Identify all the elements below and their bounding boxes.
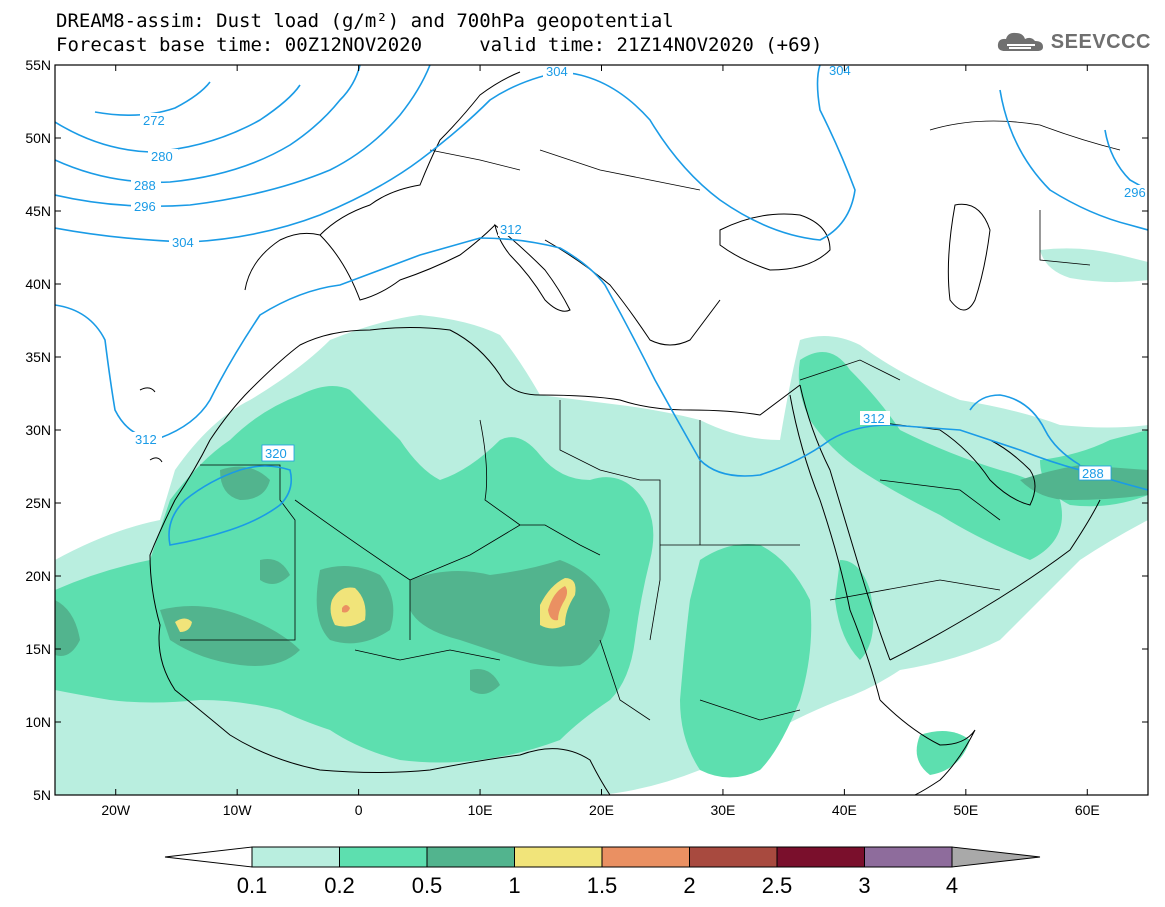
lat-tick-label: 25N [25,495,51,511]
map-area: 272 280 288 296 304 304 304 312 320 312 … [55,63,1148,795]
colorbar-level-label: 0.2 [324,873,355,898]
geopotential-contours [55,65,1148,546]
contour-label: 304 [172,235,194,250]
colorbar: 0.1 0.2 0.5 1 1.5 2 2.5 3 4 [164,846,1041,898]
lat-tick-label: 20N [25,568,51,584]
colorbar-level-label: 0.1 [237,873,268,898]
contour-label: 296 [134,199,156,214]
coastlines [139,71,1101,795]
contour-label: 312 [135,432,157,447]
lon-tick-label: 0 [355,802,363,818]
contour-label: 280 [151,149,173,164]
colorbar-segment [251,846,340,868]
colorbar-segment [776,846,865,868]
colorbar-level-label: 0.5 [412,873,443,898]
colorbar-segment [864,846,953,868]
logo-text: SEEVCCC [1050,30,1151,53]
colorbar-right-arrow [951,846,1041,868]
colorbar-segment [514,846,603,868]
longitude-axis: 20W 10W 0 10E 20E 30E 40E 50E 60E [101,65,1100,818]
contour-label: 288 [1082,466,1104,481]
lat-tick-label: 45N [25,203,51,219]
lon-tick-label: 60E [1075,802,1100,818]
contour-label: 288 [134,178,156,193]
lat-tick-label: 5N [33,787,51,803]
lon-tick-label: 20E [589,802,614,818]
seevccc-logo: SEEVCCC [995,28,1151,56]
contour-label: 312 [500,222,522,237]
colorbar-level-label: 2.5 [762,873,793,898]
lat-tick-label: 15N [25,641,51,657]
contour-label: 304 [546,64,568,79]
lon-tick-label: 20W [101,802,131,818]
lat-tick-label: 35N [25,349,51,365]
contour-label: 312 [863,411,885,426]
lon-tick-label: 10W [223,802,253,818]
colorbar-segment [689,846,778,868]
colorbar-segment [601,846,690,868]
lat-tick-label: 50N [25,130,51,146]
colorbar-level-label: 1 [508,873,520,898]
map-title: DREAM8-assim: Dust load (g/m²) and 700hP… [56,10,674,32]
lat-tick-label: 40N [25,276,51,292]
colorbar-level-label: 1.5 [587,873,618,898]
lat-tick-label: 10N [25,714,51,730]
lat-tick-label: 55N [25,57,51,73]
colorbar-left-arrow [164,846,253,868]
contour-label-group: 272 280 288 296 304 304 304 312 320 312 … [131,63,1148,481]
cloud-logo-icon [997,32,1043,51]
lon-tick-label: 30E [710,802,735,818]
colorbar-segment [339,846,428,868]
lon-tick-label: 50E [953,802,978,818]
colorbar-level-label: 2 [683,873,695,898]
country-borders [180,120,1121,721]
contour-label: 272 [143,113,165,128]
contour-label: 296 [1124,185,1146,200]
colorbar-level-label: 4 [946,873,958,898]
forecast-time-info: Forecast base time: 00Z12NOV2020 valid t… [56,34,823,56]
contour-label: 320 [265,446,287,461]
colorbar-level-label: 3 [858,873,870,898]
colorbar-segment [426,846,515,868]
contour-label: 304 [829,63,851,78]
lon-tick-label: 40E [832,802,857,818]
lat-tick-label: 30N [25,422,51,438]
dust-level-15 [342,586,568,621]
lon-tick-label: 10E [468,802,493,818]
latitude-axis: 55N 50N 45N 40N 35N 30N 25N 20N 15N 10N 5N [25,57,1148,803]
